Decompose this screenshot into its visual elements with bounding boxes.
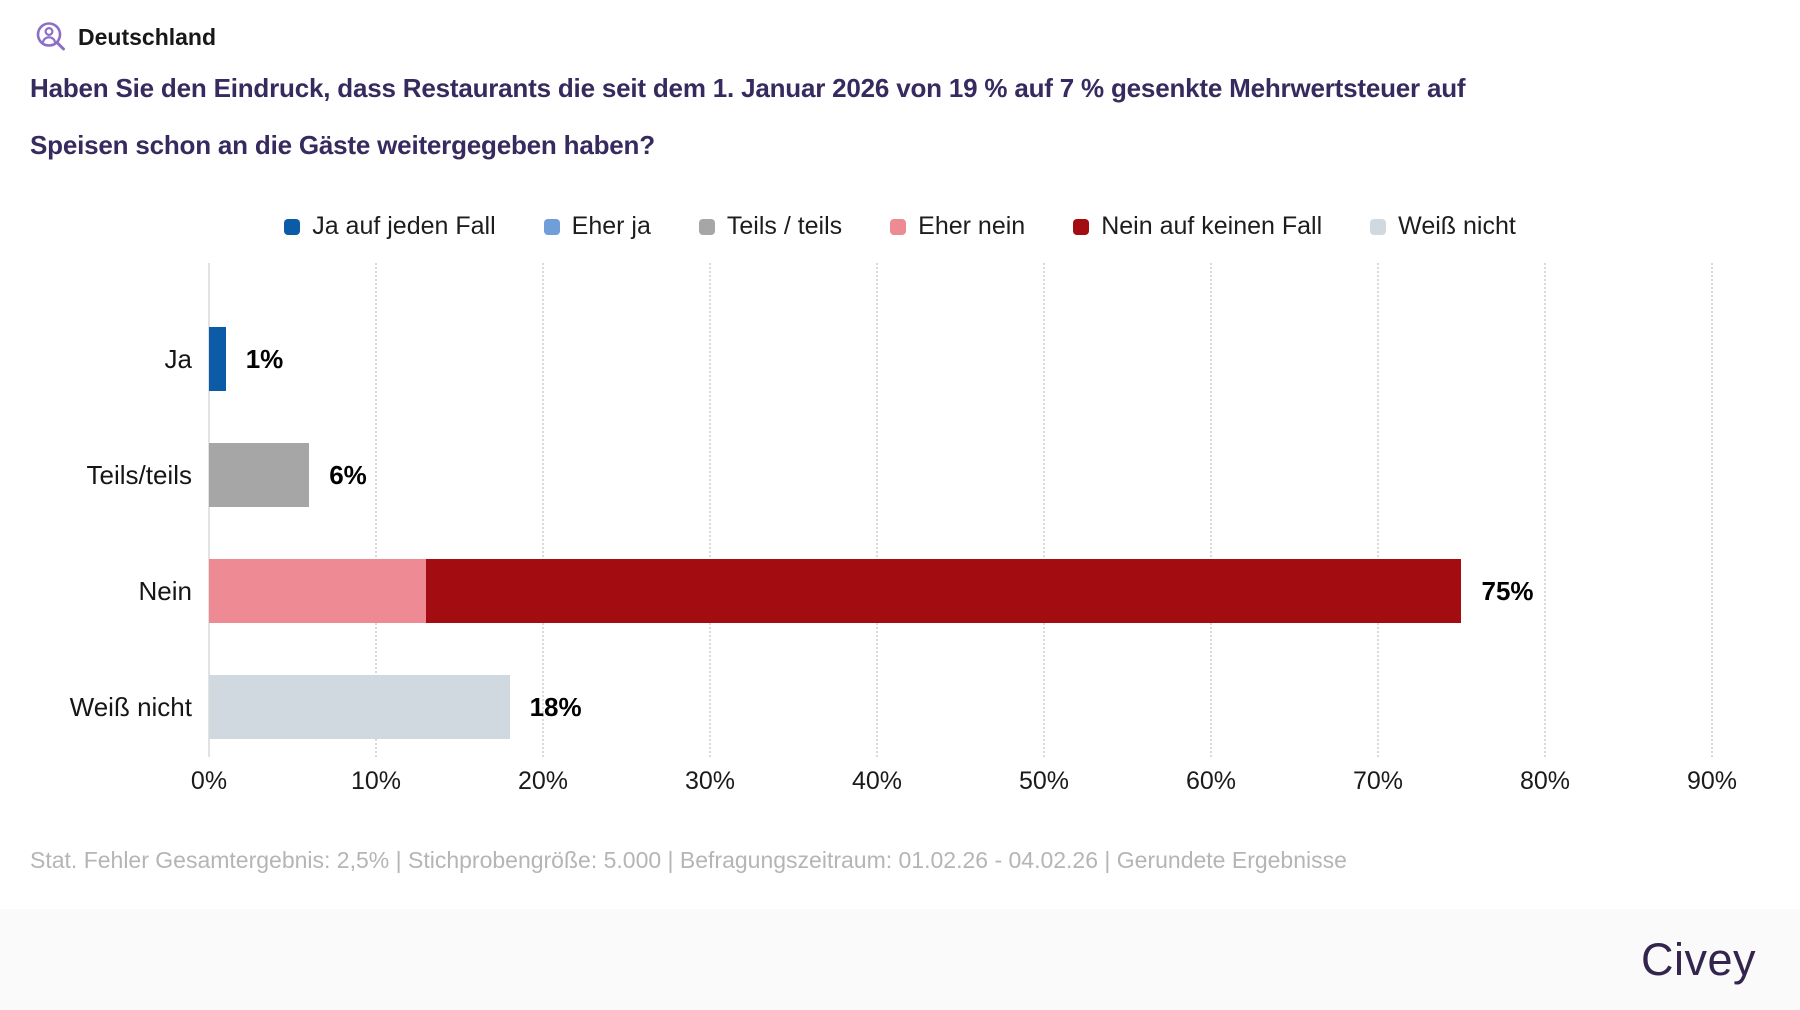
legend-label: Nein auf keinen Fall bbox=[1101, 212, 1323, 240]
legend: Ja auf jeden Fall Eher ja Teils / teils Ehe… bbox=[0, 212, 1800, 241]
poll-question-title: Haben Sie den Eindruck, dass Restaurants… bbox=[30, 73, 1466, 160]
legend-item-ja-auf-jeden-fall: Ja auf jeden Fall bbox=[284, 212, 496, 241]
value-label-nein: 75% bbox=[1481, 576, 1534, 606]
legend-swatch-nein-auf-keinen-fall bbox=[1073, 218, 1090, 235]
category-label-nein: Nein bbox=[138, 576, 192, 606]
x-tick-30: 30% bbox=[684, 767, 736, 795]
region-header: Deutschland bbox=[34, 20, 216, 54]
x-tick-90: 90% bbox=[1686, 767, 1738, 795]
x-tick-60: 60% bbox=[1185, 767, 1237, 795]
bar-segment-wei-nicht bbox=[209, 675, 510, 739]
x-tick-80: 80% bbox=[1519, 767, 1571, 795]
gridline-30% bbox=[709, 263, 711, 757]
value-label-ja: 1% bbox=[245, 344, 284, 374]
person-magnifier-icon bbox=[36, 22, 65, 51]
legend-swatch-ja-auf-jeden-fall bbox=[284, 218, 301, 235]
methodology-note: Stat. Fehler Gesamtergebnis: 2,5% | Stic… bbox=[30, 847, 1347, 873]
value-label-wei-nicht: 18% bbox=[529, 692, 582, 722]
legend-item-eher-nein: Eher nein bbox=[890, 212, 1025, 241]
bar-segment-nein-auf-keinen-fall bbox=[426, 559, 1462, 623]
legend-label: Teils / teils bbox=[726, 212, 843, 240]
legend-label: Ja auf jeden Fall bbox=[312, 212, 496, 240]
category-label-wei-nicht: Weiß nicht bbox=[69, 692, 192, 722]
x-tick-10: 10% bbox=[350, 767, 402, 795]
gridline-70% bbox=[1377, 263, 1379, 757]
category-label-teils-teils: Teils/teils bbox=[86, 460, 192, 490]
bar-segment-ja-auf-jeden-fall bbox=[209, 327, 226, 391]
legend-item-teils-teils: Teils / teils bbox=[698, 212, 843, 241]
legend-label: Eher ja bbox=[571, 212, 651, 240]
legend-swatch-teils-teils bbox=[698, 218, 715, 235]
x-tick-50: 50% bbox=[1018, 767, 1070, 795]
region-label: Deutschland bbox=[78, 23, 217, 50]
legend-item-nein-auf-keinen-fall: Nein auf keinen Fall bbox=[1073, 212, 1322, 241]
x-tick-70: 70% bbox=[1352, 767, 1404, 795]
legend-swatch-wei-nicht bbox=[1370, 218, 1387, 235]
axis-baseline bbox=[208, 263, 210, 757]
bar-segment-eher-nein bbox=[209, 559, 427, 623]
gridline-60% bbox=[1210, 263, 1212, 757]
legend-item-wei-nicht: Weiß nicht bbox=[1370, 212, 1516, 241]
legend-swatch-eher-nein bbox=[890, 218, 907, 235]
gridline-90% bbox=[1711, 263, 1713, 757]
legend-label: Eher nein bbox=[918, 212, 1026, 240]
gridline-20% bbox=[542, 263, 544, 757]
x-tick-40: 40% bbox=[851, 767, 903, 795]
category-label-ja: Ja bbox=[164, 344, 192, 374]
legend-label: Weiß nicht bbox=[1398, 212, 1516, 240]
bar-segment-teils-teils bbox=[209, 443, 310, 507]
civey-logo[interactable]: Civey bbox=[1640, 933, 1756, 985]
brand-footer-band: Civey bbox=[0, 909, 1800, 1010]
gridline-80% bbox=[1544, 263, 1546, 757]
gridline-40% bbox=[876, 263, 878, 757]
value-label-teils-teils: 6% bbox=[329, 460, 367, 490]
x-tick-20: 20% bbox=[517, 767, 569, 795]
gridline-10% bbox=[375, 263, 377, 757]
legend-swatch-eher-ja bbox=[543, 218, 560, 235]
gridline-50% bbox=[1043, 263, 1045, 757]
legend-item-eher-ja: Eher ja bbox=[543, 212, 651, 241]
x-tick-0: 0% bbox=[190, 767, 228, 795]
